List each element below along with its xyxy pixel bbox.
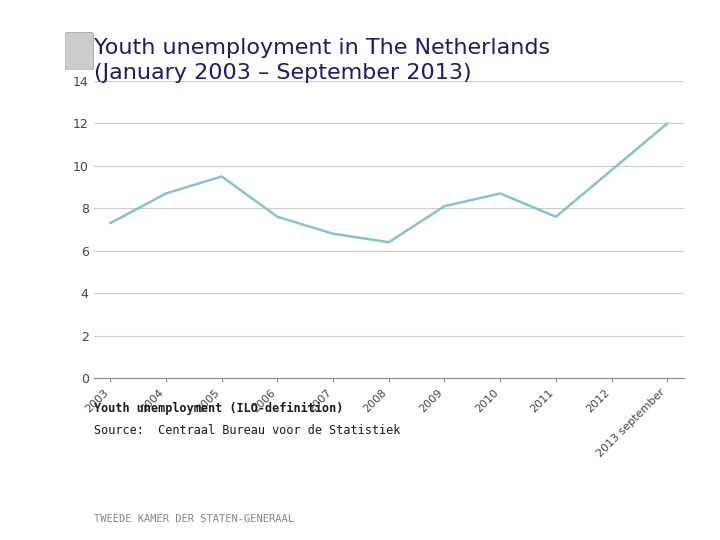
Text: Youth unemployment (ILO-definition): Youth unemployment (ILO-definition) (94, 402, 343, 415)
Text: Source:  Centraal Bureau voor de Statistiek: Source: Centraal Bureau voor de Statisti… (94, 424, 400, 437)
Text: TWEEDE KAMER DER STATEN-GENERAAL: TWEEDE KAMER DER STATEN-GENERAAL (94, 514, 294, 524)
FancyBboxPatch shape (65, 32, 94, 70)
Text: Youth unemployment in The Netherlands
(January 2003 – September 2013): Youth unemployment in The Netherlands (J… (94, 38, 550, 83)
